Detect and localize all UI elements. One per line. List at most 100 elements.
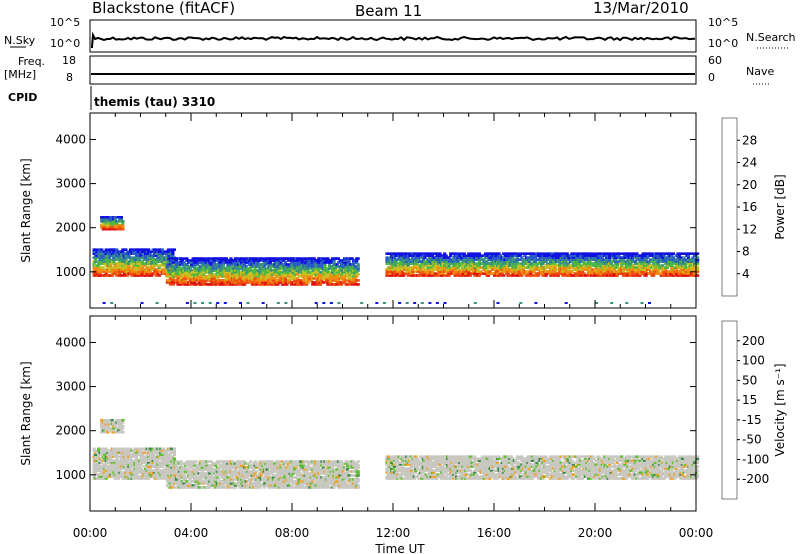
scatter-cell [394,274,398,277]
scatter-cell [436,258,441,261]
scatter-cell [649,258,653,261]
nsky-label: N.Sky [4,34,36,47]
scatter-cell [299,269,303,272]
scatter-cell [197,281,201,284]
scatter-cell [165,449,169,452]
scatter-cell [608,272,612,275]
scatter-cell [196,273,200,276]
scatter-cell [255,283,259,286]
scatter-cell [238,281,242,284]
scatter-cell [113,262,117,265]
scatter-cell [127,451,131,454]
scatter-cell [271,279,275,282]
scatter-cell [176,474,180,477]
scatter-cell [209,261,213,264]
scatter-cell [611,252,615,255]
station-title: Blackstone (fitACF) [92,0,235,17]
scatter-cell [496,270,500,273]
scatter-cell [477,264,481,267]
scatter-cell [456,252,460,255]
scatter-cell [429,252,433,255]
ground-scatter-cell [102,302,106,304]
scatter-cell [165,470,169,473]
scatter-cell [221,259,225,262]
scatter-cell [612,272,616,275]
scatter-cell [618,262,622,265]
scatter-cell [188,277,192,280]
scatter-cell [485,268,489,271]
scatter-cell [147,475,151,478]
scatter-cell [145,264,149,267]
scatter-cell [154,248,158,251]
scatter-cell [677,266,681,269]
freq-right-tick-bottom: 0 [708,71,715,84]
scatter-cell [250,269,254,272]
scatter-cell [154,461,158,464]
ground-scatter-cell [337,302,341,304]
scatter-cell [309,275,313,278]
scatter-cell [148,467,152,470]
scatter-cell [215,484,219,487]
scatter-cell [297,263,301,266]
scatter-cell [241,269,245,272]
scatter-cell [188,460,192,463]
scatter-cell [113,272,117,275]
scatter-cell [532,254,536,257]
scatter-cell [128,457,133,460]
scatter-cell [314,269,318,272]
scatter-cell [209,474,213,477]
scatter-cell [113,218,117,221]
scatter-cell [116,270,120,273]
scatter-cell [118,272,122,275]
scatter-cell [617,266,621,269]
scatter-cell [202,273,206,276]
scatter-cell [273,267,277,270]
scatter-cell [273,271,277,274]
scatter-cell [136,256,140,259]
scatter-cell [306,267,310,270]
scatter-cell [233,265,238,268]
scatter-cell [329,281,333,284]
scatter-cell [246,261,250,264]
scatter-cell [405,252,409,255]
beam-title: Beam 11 [355,2,422,20]
scatter-cell [250,277,254,280]
scatter-cell [243,263,247,266]
scatter-cell [160,449,164,452]
scatter-cell [138,260,142,263]
scatter-cell [532,274,536,277]
scatter-cell [165,455,169,458]
scatter-cell [426,272,430,275]
scatter-cell [686,256,691,259]
scatter-cell [167,480,171,483]
scatter-cell [559,260,563,263]
scatter-cell [141,256,145,259]
scatter-cell [243,283,247,286]
scatter-cell [533,256,538,259]
scatter-cell [157,266,161,269]
scatter-cell [183,466,188,469]
scatter-cell [208,472,212,475]
scatter-cell [113,447,117,451]
scatter-cell [321,257,325,260]
scatter-cell [100,475,104,478]
ground-scatter-cell [216,302,220,304]
scatter-cell [420,262,424,265]
scatter-cell [577,262,581,265]
scatter-cell [171,254,175,257]
scatter-cell [185,257,189,260]
scatter-cell [441,272,445,275]
scatter-cell [203,277,207,280]
scatter-cell [227,261,232,264]
scatter-cell [104,469,108,472]
scatter-cell [447,274,451,277]
scatter-cell [98,260,102,263]
ground-scatter-cell [420,302,424,304]
scatter-cell [121,258,125,261]
scatter-cell [450,268,454,271]
scatter-cell [559,252,563,255]
scatter-cell [157,274,161,277]
scatter-cell [661,252,665,255]
scatter-cell [393,268,397,271]
scatter-cell [104,477,108,480]
